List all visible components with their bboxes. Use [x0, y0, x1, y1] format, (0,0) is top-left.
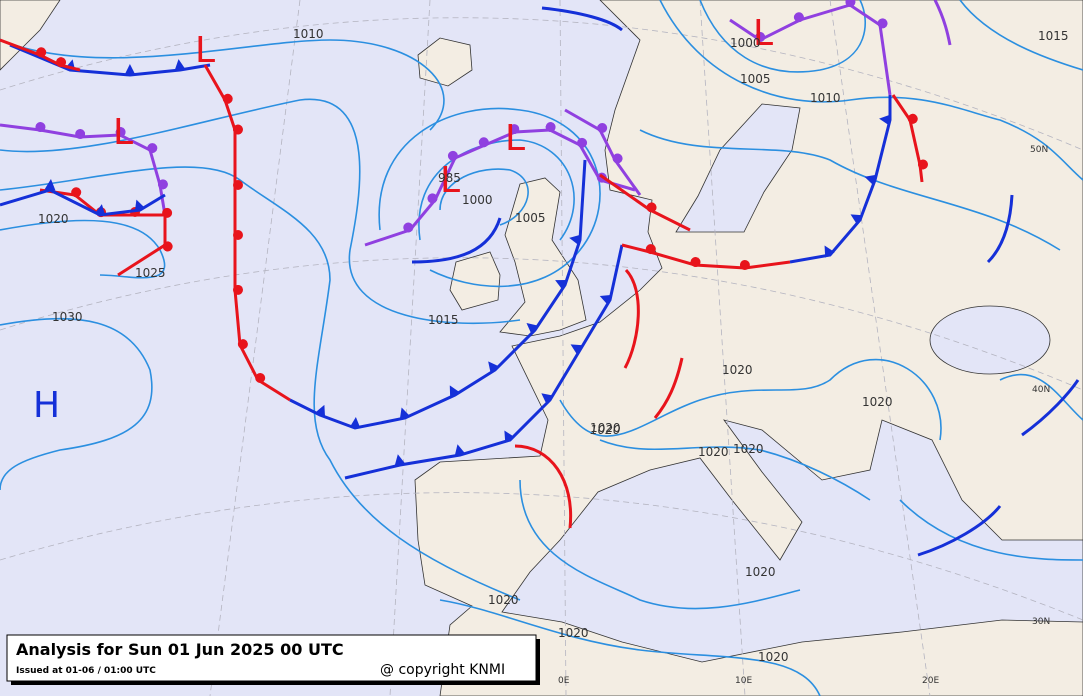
isobar-label: 1000	[730, 36, 761, 50]
grid-label: 40N	[1032, 385, 1050, 395]
trough	[541, 6, 623, 32]
black-sea	[929, 305, 1051, 375]
isobar-label: 1025	[135, 266, 166, 280]
pressure-center: L	[505, 118, 525, 159]
trough	[917, 505, 1002, 557]
pressure-center: L	[440, 160, 460, 201]
meridian	[559, 0, 567, 696]
issued-time: Issued at 01-06 / 01:00 UTC	[16, 666, 156, 676]
isobar-label: 1020	[698, 445, 729, 459]
isobar-label: 1020	[722, 363, 753, 377]
isobar-label: 1010	[293, 27, 324, 41]
pressure-center: L	[753, 13, 773, 54]
trough	[623, 268, 640, 369]
iceland	[417, 37, 473, 87]
isobar-label: 1020	[758, 650, 789, 664]
isobar	[899, 499, 1083, 561]
meridian	[209, 0, 301, 696]
isobar-label: 1015	[1038, 29, 1069, 43]
trough	[933, 0, 952, 46]
isobar-label: 1015	[428, 313, 459, 327]
parallel	[0, 257, 1083, 391]
grid-label: 10E	[735, 676, 752, 686]
warm-front	[891, 94, 928, 183]
baltic	[675, 103, 801, 233]
trough	[653, 357, 684, 419]
isobar	[0, 39, 445, 131]
isobar	[659, 0, 1083, 181]
warm-front	[0, 38, 81, 72]
warm-front	[39, 187, 173, 277]
cold-front	[789, 95, 892, 264]
grid-label: 20E	[922, 676, 939, 686]
cold-front	[0, 179, 166, 217]
isobar-label: 985	[438, 171, 461, 185]
isobar-label: 1020	[38, 212, 69, 226]
isobar-label: 1020	[558, 626, 589, 640]
pressure-center: L	[113, 112, 133, 153]
isobar	[439, 599, 821, 696]
warm-front	[203, 64, 291, 402]
isobar	[959, 0, 1083, 71]
isobar	[599, 439, 871, 501]
isobar-label: 1000	[462, 193, 493, 207]
fronts	[0, 0, 1080, 557]
meridian	[699, 0, 746, 696]
isobar-label: 1020	[745, 565, 776, 579]
box	[6, 634, 537, 682]
parallel	[0, 17, 1083, 151]
pressure-center: L	[195, 30, 215, 71]
isobar	[519, 479, 801, 610]
isobar	[0, 98, 521, 325]
parallel	[0, 492, 1083, 621]
isobar-label: 1005	[740, 72, 771, 86]
cold-front	[9, 43, 211, 77]
trough	[514, 444, 573, 529]
trough	[986, 194, 1014, 264]
occluded-front	[564, 108, 642, 196]
isobar	[999, 373, 1083, 421]
isobar-label: 1030	[52, 310, 83, 324]
greenland	[0, 0, 61, 71]
grid-label: 30N	[1032, 617, 1050, 627]
grid-label: 0E	[558, 676, 570, 686]
copyright: @ copyright KNMI	[380, 662, 505, 678]
trough	[411, 217, 502, 264]
labels: L L L L L H 1010 1000 1005 1010 1015 1020 1025 1030 10…	[33, 13, 1069, 686]
warm-front	[599, 173, 691, 232]
warm-front	[621, 243, 791, 271]
title-box: Analysis for Sun 01 Jun 2025 00 UTC Issu…	[6, 634, 540, 685]
occluded-front	[0, 122, 168, 216]
meridian	[389, 0, 431, 696]
isobar	[559, 358, 942, 441]
isobar-label: 1020	[488, 593, 519, 607]
map-title: Analysis for Sun 01 Jun 2025 00 UTC	[16, 640, 344, 659]
isobar	[0, 317, 153, 491]
isobar-label: 1020	[862, 395, 893, 409]
isobar-label: 1020	[733, 442, 764, 456]
isobar-label: 1010	[810, 91, 841, 105]
occluded-front	[364, 122, 636, 247]
pressure-center: H	[33, 385, 60, 426]
isobar-label: 1020	[590, 421, 621, 435]
meridian	[829, 0, 931, 696]
isobar-label: 1020	[590, 423, 621, 437]
trough	[1021, 379, 1080, 437]
grid-label: 50N	[1030, 145, 1048, 155]
cold-front	[344, 244, 624, 480]
isobar-label: 1005	[515, 211, 546, 225]
occluded-front	[729, 0, 892, 96]
